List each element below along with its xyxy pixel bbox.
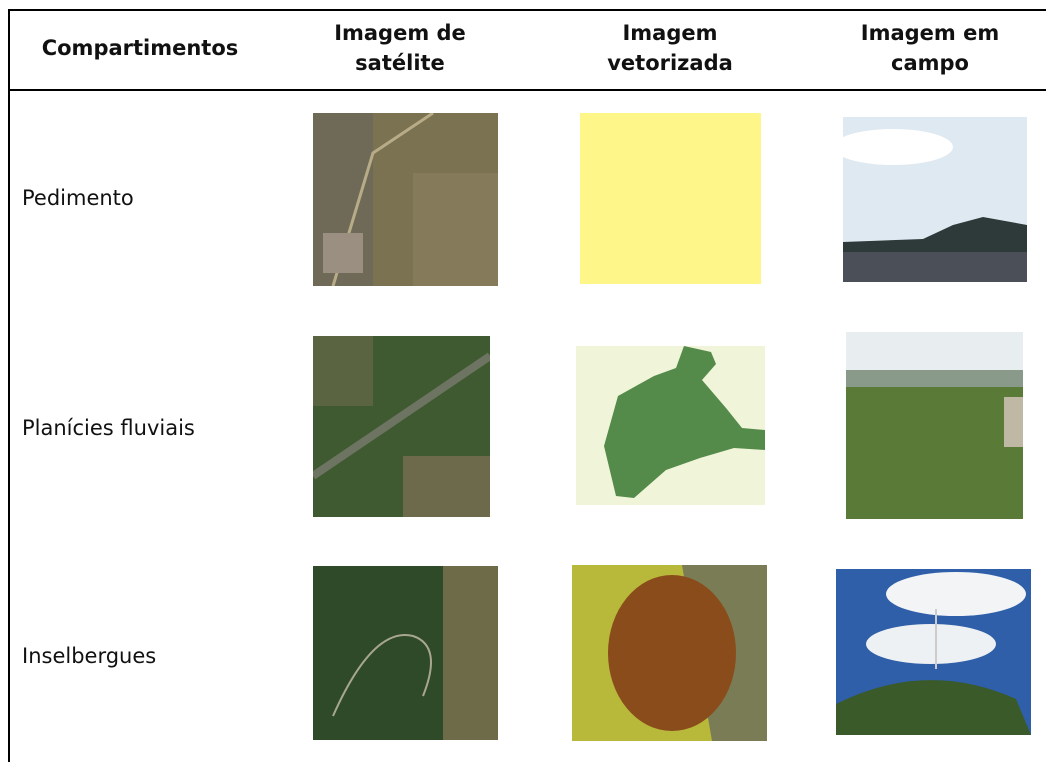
satellite-image <box>313 113 498 286</box>
vector-image <box>572 565 767 741</box>
field-photo <box>846 332 1023 519</box>
satellite-image <box>313 566 498 740</box>
header-cell: Imagem de satélite <box>334 21 466 75</box>
header-cell: Imagem em campo <box>860 21 1000 75</box>
vector-image <box>580 113 761 284</box>
vector-image <box>576 346 765 505</box>
field-photo <box>843 117 1027 282</box>
header-cell: Imagem vetorizada <box>607 21 733 75</box>
satellite-image <box>313 336 490 517</box>
top-border <box>8 9 1046 11</box>
row-label: Planícies fluviais <box>22 416 195 440</box>
row-label: Pedimento <box>22 186 134 210</box>
field-photo <box>836 569 1031 735</box>
left-border <box>8 9 10 762</box>
row-label: Inselbergues <box>22 644 157 668</box>
header-cell: Compartimentos <box>41 36 239 60</box>
header-border <box>8 89 1046 91</box>
